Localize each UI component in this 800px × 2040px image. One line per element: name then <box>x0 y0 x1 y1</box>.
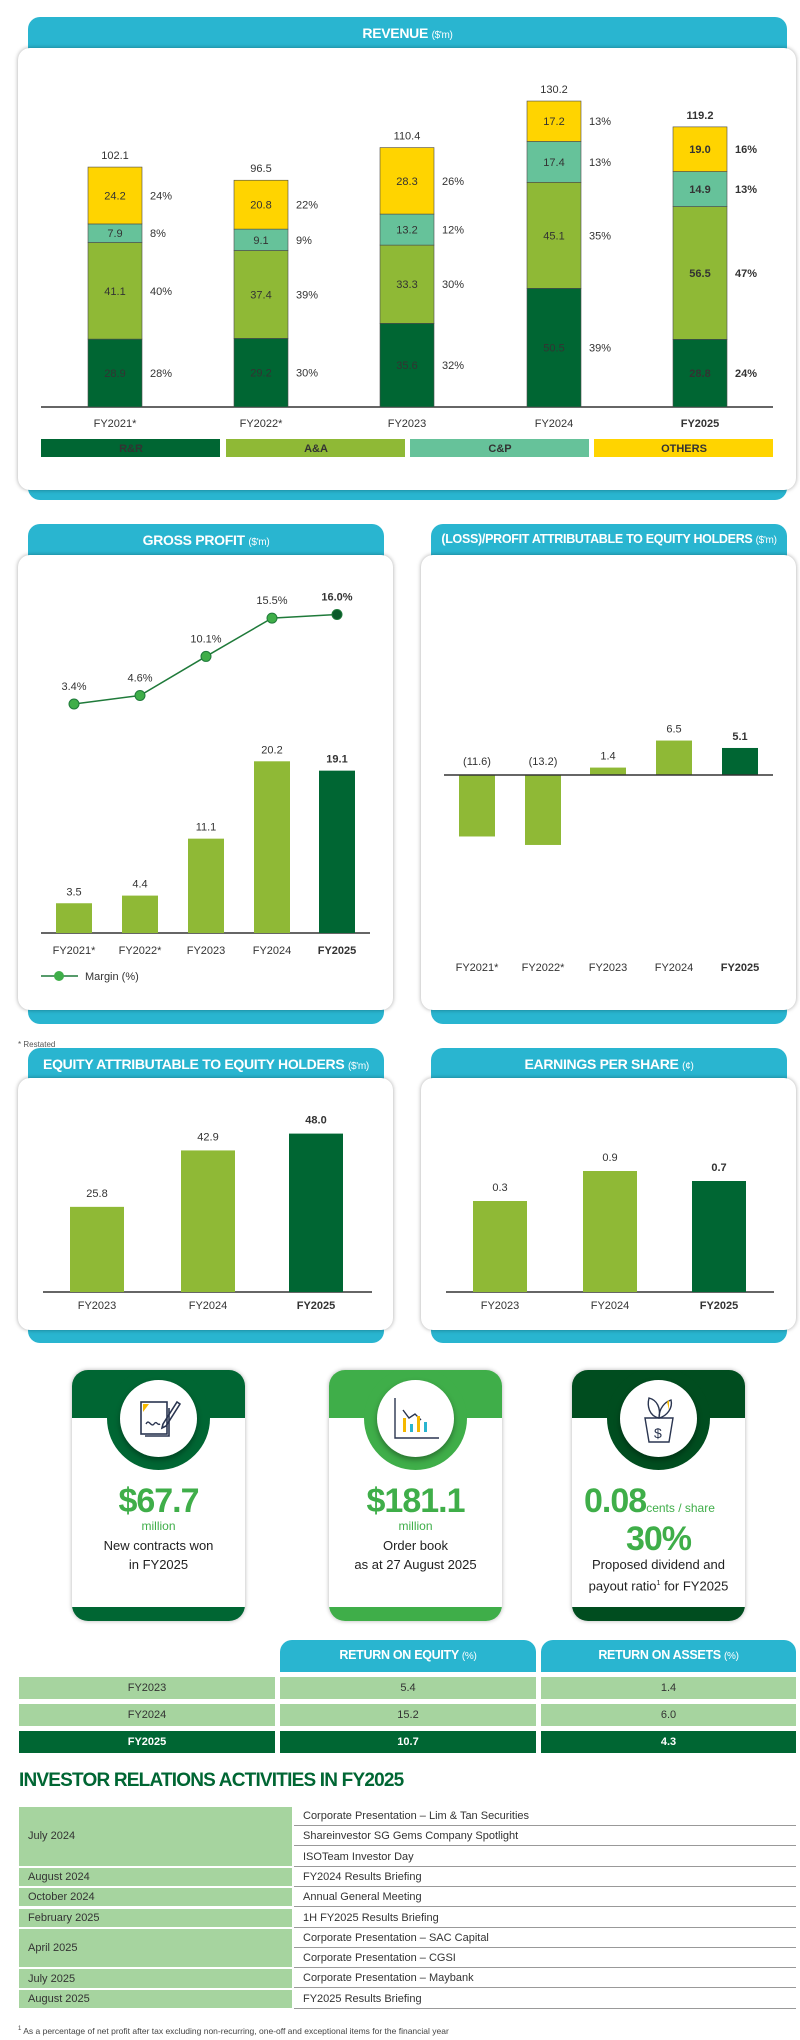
profit-panel <box>421 555 796 1010</box>
svg-text:$: $ <box>654 1425 662 1441</box>
contracts-desc-2: in FY2025 <box>128 1557 189 1572</box>
contracts-value: $67.7 <box>118 1482 199 1520</box>
returns-year: FY2024 <box>19 1704 275 1726</box>
bar-chart-icon <box>377 1380 454 1457</box>
roe-value: 15.2 <box>280 1704 536 1726</box>
profit-header: (LOSS)/PROFIT ATTRIBUTABLE TO EQUITY HOL… <box>431 524 787 560</box>
ir-event: Annual General Meeting <box>294 1887 796 1908</box>
ir-event: 1H FY2025 Results Briefing <box>294 1908 796 1928</box>
contracts-unit: million <box>141 1519 176 1533</box>
revenue-unit: ($'m) <box>431 30 453 41</box>
ir-event: Corporate Presentation – SAC Capital <box>294 1928 796 1948</box>
contracts-desc-1: New contracts won <box>103 1538 214 1553</box>
ir-event: ISOTeam Investor Day <box>294 1847 796 1867</box>
card-dividend: $ 0.08cents / share 30% Proposed dividen… <box>572 1370 745 1621</box>
dividend-desc-2: payout ratio1 for FY2025 <box>572 1574 745 1595</box>
eps-unit: (¢) <box>682 1061 694 1072</box>
ir-title: INVESTOR RELATIONS ACTIVITIES IN FY2025 <box>19 1770 404 1791</box>
footnote-marker: 1 <box>18 2026 22 2033</box>
equity-title: EQUITY ATTRIBUTABLE TO EQUITY HOLDERS <box>43 1056 345 1072</box>
dividend-row: 0.08cents / share <box>572 1482 745 1521</box>
ir-month: August 2024 <box>19 1867 292 1887</box>
returns-year: FY2023 <box>19 1677 275 1699</box>
profit-title: (LOSS)/PROFIT ATTRIBUTABLE TO EQUITY HOL… <box>441 532 753 546</box>
roa-value: 1.4 <box>541 1677 796 1699</box>
ir-event: Corporate Presentation – Lim & Tan Secur… <box>294 1806 796 1826</box>
order-book-unit: million <box>398 1519 433 1533</box>
roa-value: 4.3 <box>541 1731 796 1753</box>
card-contracts-won: $67.7 million New contracts won in FY202… <box>72 1370 245 1621</box>
dividend-desc-2a: payout ratio <box>588 1578 657 1594</box>
dividend-desc-1: Proposed dividend and <box>592 1557 725 1572</box>
profit-unit: ($'m) <box>755 535 777 546</box>
ir-month: October 2024 <box>19 1888 292 1907</box>
card-bottom-band <box>329 1607 502 1621</box>
roa-title: RETURN ON ASSETS <box>598 1648 721 1662</box>
eps-title: EARNINGS PER SHARE <box>524 1056 679 1072</box>
roe-value: 10.7 <box>280 1731 536 1753</box>
ir-event: FY2024 Results Briefing <box>294 1867 796 1887</box>
equity-unit: ($'m) <box>347 1061 369 1072</box>
money-plant-icon: $ <box>620 1380 697 1457</box>
revenue-title: REVENUE <box>362 25 429 41</box>
gross-profit-header: GROSS PROFIT ($'m) <box>28 524 384 560</box>
gross-profit-panel <box>18 555 393 1010</box>
ir-month: April 2025 <box>19 1928 292 1968</box>
ir-event: Shareinvestor SG Gems Company Spotlight <box>294 1826 796 1847</box>
eps-panel <box>421 1078 796 1330</box>
roe-unit: (%) <box>461 1651 477 1662</box>
ir-event: Corporate Presentation – Maybank <box>294 1968 796 1989</box>
gross-profit-title: GROSS PROFIT <box>142 532 245 548</box>
ir-event: FY2025 Results Briefing <box>294 1989 796 2009</box>
dividend-unit: cents / share <box>646 1501 715 1515</box>
ir-month: August 2025 <box>19 1989 292 2008</box>
roa-unit: (%) <box>724 1651 739 1662</box>
contract-signing-icon <box>120 1380 197 1457</box>
ir-month: July 2025 <box>19 1969 292 1988</box>
order-book-desc-1: Order book <box>382 1538 449 1553</box>
roe-header: RETURN ON EQUITY (%) <box>280 1640 536 1672</box>
restated-note: * Restated <box>18 1040 56 1049</box>
dividend-desc-2b: for FY2025 <box>660 1578 729 1594</box>
card-bottom-band <box>72 1607 245 1621</box>
ir-month: February 2025 <box>19 1908 292 1927</box>
equity-panel <box>18 1078 393 1330</box>
revenue-header: REVENUE ($'m) <box>28 17 787 53</box>
footnote-marker: 1 <box>656 1580 661 1587</box>
roa-header: RETURN ON ASSETS (%) <box>541 1640 796 1672</box>
revenue-panel <box>18 48 796 490</box>
footnote: 1 As a percentage of net profit after ta… <box>18 2026 449 2036</box>
dividend-value: 0.08 <box>584 1482 647 1520</box>
card-order-book: $181.1 million Order book as at 27 Augus… <box>329 1370 502 1621</box>
ir-event: Corporate Presentation – CGSI <box>294 1948 796 1969</box>
roe-value: 5.4 <box>280 1677 536 1699</box>
order-book-desc-2: as at 27 August 2025 <box>354 1557 477 1572</box>
card-bottom-band <box>572 1607 745 1621</box>
order-book-value: $181.1 <box>366 1482 466 1520</box>
returns-year: FY2025 <box>19 1731 275 1753</box>
payout-ratio-value: 30% <box>625 1520 692 1558</box>
gross-profit-unit: ($'m) <box>248 537 270 548</box>
footnote-text: As a percentage of net profit after tax … <box>21 2026 449 2036</box>
ir-month: July 2024 <box>19 1807 292 1866</box>
roa-value: 6.0 <box>541 1704 796 1726</box>
roe-title: RETURN ON EQUITY <box>339 1648 459 1662</box>
